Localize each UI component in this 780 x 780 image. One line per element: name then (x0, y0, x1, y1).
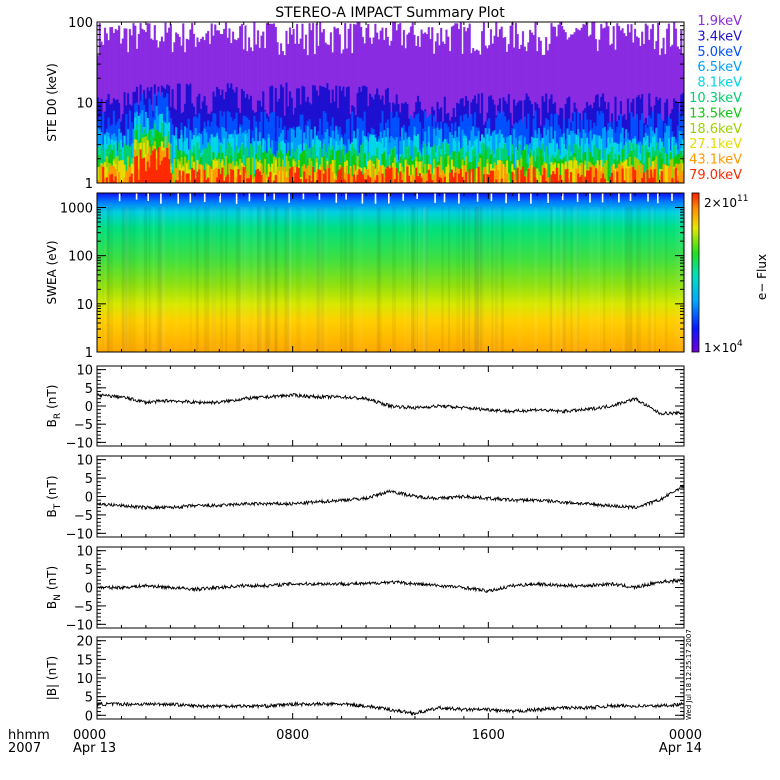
x-tick-time: 0000 (73, 728, 106, 743)
x-tick-date: Apr 13 (73, 741, 116, 756)
legend-entry-10.3keV: 10.3keV (689, 91, 742, 106)
legend-entry-5.0keV: 5.0keV (697, 45, 742, 60)
bt-ytick-label: −10 (66, 527, 93, 542)
legend-entry-79.0keV: 79.0keV (689, 168, 742, 183)
colorbar-label: e− Flux (755, 254, 769, 300)
legend-entry-27.1keV: 27.1keV (689, 137, 742, 152)
bmag-ytick-label: 15 (76, 653, 93, 668)
bn-ytick-label: 5 (85, 563, 93, 578)
bmag-panel: 20 15 10 5 0 |B| (nT) (45, 635, 685, 724)
plot-title: STEREO-A IMPACT Summary Plot (275, 5, 505, 21)
x-axis-label-hhmm: hhmm (8, 728, 50, 743)
bt-ylabel: BT(nT) (45, 475, 63, 517)
bt-ytick-label: −5 (74, 509, 93, 524)
legend-entry-8.1keV: 8.1keV (697, 76, 742, 91)
bmag-ylabel: |B| (nT) (45, 656, 59, 700)
bt-series-line (96, 484, 685, 511)
ste-panel: 1 10 100 STE D0 (keV) 1.9keV3.4keV5.0keV6.5k… (45, 14, 742, 192)
swea-ytick-label: 10 (76, 298, 93, 313)
br-series-line (96, 392, 685, 416)
ste-ytick-label: 1 (85, 177, 93, 192)
bmag-ytick-label: 0 (85, 709, 93, 724)
swea-ylabel: SWEA (eV) (45, 240, 59, 304)
ste-ytick-label: 10 (76, 97, 93, 112)
br-ytick-label: 10 (76, 364, 93, 379)
legend-entry-13.5keV: 13.5keV (689, 106, 742, 121)
swea-ytick-label: 1000 (60, 201, 93, 216)
ste-ytick-label: 100 (68, 16, 93, 31)
bt-ytick-label: 5 (85, 472, 93, 487)
swea-texture (102, 193, 687, 352)
colorbar-max-label: 2×1011 (704, 194, 748, 210)
swea-spectrogram (97, 193, 684, 352)
br-ytick-label: 0 (85, 400, 93, 415)
colorbar-min-label: 1×104 (704, 339, 743, 355)
bt-ytick-label: 0 (85, 491, 93, 506)
legend-entry-1.9keV: 1.9keV (697, 14, 742, 29)
bmag-series-line (96, 700, 685, 717)
br-ytick-label: −5 (74, 418, 93, 433)
swea-panel: 1 10 100 1000 SWEA (eV) 2×1011 1×104 e− Flux (45, 192, 769, 361)
bn-ylabel: BN(nT) (45, 566, 63, 609)
bn-series-line (96, 577, 685, 594)
bn-ytick-label: −5 (74, 600, 93, 615)
bt-frame (96, 455, 685, 538)
bn-ytick-label: 0 (85, 582, 93, 597)
bn-frame (96, 546, 685, 629)
ste-legend: 1.9keV3.4keV5.0keV6.5keV8.1keV10.3keV13.… (689, 14, 742, 183)
bn-ytick-label: 10 (76, 545, 93, 560)
legend-entry-43.1keV: 43.1keV (689, 153, 742, 168)
bmag-ytick-label: 5 (85, 691, 93, 706)
x-tick-time: 0800 (276, 728, 309, 743)
bmag-ytick-label: 10 (76, 672, 93, 687)
swea-ytick-label: 100 (68, 250, 93, 265)
x-tick-date: Apr 14 (659, 741, 702, 756)
timestamp-label: Wed Jul 18 12:25:17 2007 (685, 629, 693, 720)
x-tick-time: 0000 (669, 728, 702, 743)
br-ytick-label: −10 (66, 436, 93, 451)
x-axis-label-year: 2007 (8, 741, 41, 756)
br-ylabel: BR(nT) (45, 385, 63, 428)
bt-ytick-label: 10 (76, 454, 93, 469)
legend-entry-3.4keV: 3.4keV (697, 29, 742, 44)
br-ytick-label: 5 (85, 382, 93, 397)
ste-ylabel: STE D0 (keV) (45, 63, 59, 142)
colorbar: 2×1011 1×104 e− Flux (691, 192, 769, 355)
ste-series-79.0keV (97, 147, 684, 183)
legend-entry-6.5keV: 6.5keV (697, 60, 742, 75)
legend-entry-18.6keV: 18.6keV (689, 122, 742, 137)
swea-ytick-label: 1 (85, 346, 93, 361)
bn-ytick-label: −10 (66, 618, 93, 633)
bmag-ytick-label: 20 (76, 635, 93, 650)
x-tick-time: 1600 (472, 728, 505, 743)
